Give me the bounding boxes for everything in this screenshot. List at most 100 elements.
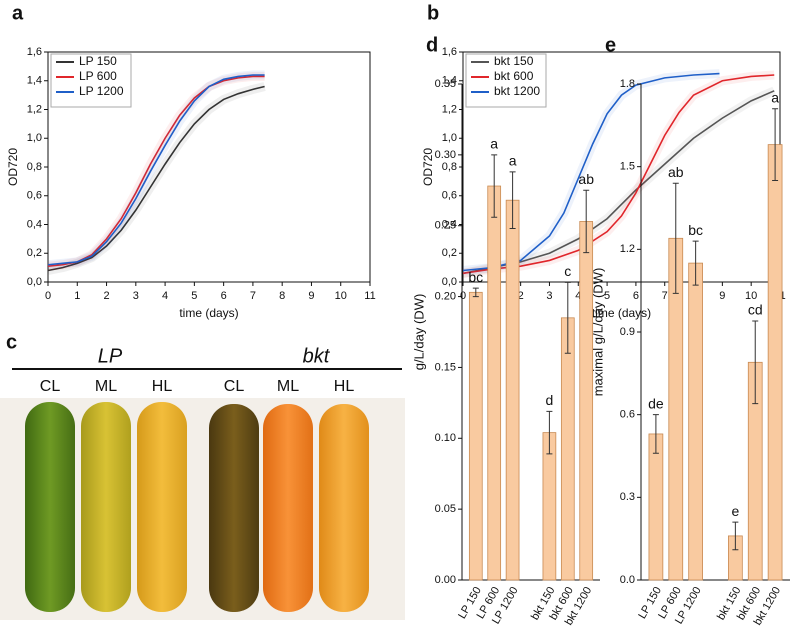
- error-bar: [491, 154, 498, 218]
- legend-label: LP 600: [79, 69, 117, 83]
- x-tick-label: 0: [45, 290, 51, 302]
- y-tick-label: 0,8: [442, 161, 457, 173]
- error-bar: [564, 281, 571, 354]
- significance-label: ab: [578, 171, 594, 187]
- x-tick-label: 4: [575, 290, 581, 302]
- condition-label: CL: [224, 378, 245, 395]
- bar: [648, 433, 664, 581]
- legend-box: [465, 53, 547, 108]
- x-tick-label: 1: [74, 290, 80, 302]
- tube: [25, 402, 75, 612]
- bar: [487, 185, 502, 581]
- legend-label: bkt 600: [494, 69, 534, 83]
- error-bar: [509, 171, 516, 230]
- bar: [688, 262, 703, 581]
- x-tick-label: 11: [364, 290, 375, 302]
- panel-letter: d: [426, 34, 438, 56]
- significance-label: a: [509, 153, 517, 169]
- tube: [263, 404, 313, 612]
- y-tick-label: 1,4: [27, 75, 42, 87]
- y-tick-label: 0,6: [442, 190, 457, 202]
- x-tick-label: 4: [162, 290, 168, 302]
- significance-label: cd: [748, 302, 763, 318]
- error-bar: [583, 189, 590, 254]
- bar: [542, 432, 557, 581]
- error-bar: [752, 320, 759, 405]
- y-tick-label: 1,6: [442, 46, 457, 58]
- error-bar: [652, 414, 659, 454]
- tube: [137, 402, 187, 612]
- y-tick-label: 1,4: [442, 75, 457, 87]
- y-tick-label: 0,2: [27, 247, 42, 259]
- y-axis-label: OD720: [421, 148, 435, 186]
- legend-box: [50, 53, 132, 108]
- x-tick-label: 6: [221, 290, 227, 302]
- y-tick-label: 0,0: [27, 276, 42, 288]
- tube: [209, 404, 259, 612]
- series-line: [462, 72, 720, 272]
- y-tick-label: 1,6: [27, 46, 42, 58]
- y-tick-label: 1.5: [620, 161, 635, 173]
- y-tick-label: 0.30: [435, 149, 456, 161]
- y-tick-label: 0.9: [620, 326, 635, 338]
- bar: [767, 144, 783, 581]
- y-tick-label: 0.05: [435, 503, 456, 515]
- series-line: [47, 85, 265, 272]
- x-tick-label: 3: [133, 290, 139, 302]
- series-line: [47, 74, 265, 266]
- error-bar: [546, 410, 553, 455]
- error-bar: [732, 521, 739, 551]
- y-tick-label: 0.6: [620, 409, 635, 421]
- error-bar: [672, 182, 679, 294]
- significance-label: d: [546, 392, 554, 408]
- y-tick-label: 0,6: [27, 190, 42, 202]
- x-tick-label: 2: [103, 290, 109, 302]
- significance-label: ab: [668, 164, 684, 180]
- x-tick-label: 7: [250, 290, 256, 302]
- y-tick-label: 1,2: [442, 103, 457, 115]
- error-bar: [472, 287, 479, 298]
- x-tick-label: 6: [633, 290, 639, 302]
- y-axis-label: g/L/day (DW): [411, 294, 426, 371]
- x-tick-label: 2: [518, 290, 524, 302]
- y-tick-label: 0.35: [435, 78, 456, 90]
- x-axis-label: time (days): [179, 306, 238, 320]
- y-tick-label: 0.0: [620, 574, 635, 586]
- y-tick-label: 0,0: [442, 276, 457, 288]
- y-tick-label: 0.20: [435, 290, 456, 302]
- band: [47, 70, 265, 270]
- y-tick-label: 1,0: [442, 132, 457, 144]
- x-tick-label: 5: [604, 290, 610, 302]
- tube: [319, 404, 369, 612]
- condition-label: HL: [152, 378, 173, 395]
- y-tick-label: 1.2: [620, 243, 635, 255]
- error-bar: [692, 240, 699, 286]
- tube: [81, 402, 131, 612]
- x-tick-label: 9: [719, 290, 725, 302]
- y-tick-label: 0.10: [435, 432, 456, 444]
- x-tick-label: 9: [308, 290, 314, 302]
- bar: [560, 317, 575, 581]
- significance-label: bc: [688, 222, 703, 238]
- x-tick-label: 10: [745, 290, 757, 302]
- significance-label: a: [771, 90, 779, 106]
- panel-letter: c: [6, 331, 17, 353]
- photo-panel: c LP bkt CL ML HL CL ML HL: [0, 331, 405, 620]
- error-bar: [772, 108, 779, 181]
- condition-label: HL: [334, 378, 355, 395]
- y-tick-label: 0,4: [27, 218, 42, 230]
- significance-label: bc: [468, 269, 483, 285]
- y-tick-label: 0,2: [442, 247, 457, 259]
- significance-label: de: [648, 395, 664, 411]
- panel-letter: e: [605, 34, 616, 56]
- condition-label: ML: [277, 378, 299, 395]
- y-tick-label: 0,4: [442, 218, 457, 230]
- x-tick-label: 0: [460, 290, 466, 302]
- significance-label: a: [490, 136, 498, 152]
- x-tick-label: 7: [662, 290, 668, 302]
- y-axis-label: OD720: [6, 148, 20, 186]
- y-tick-label: 1,2: [27, 103, 42, 115]
- group-label: LP: [98, 345, 123, 367]
- y-tick-label: 0.25: [435, 220, 456, 232]
- legend-label: LP 1200: [79, 84, 124, 98]
